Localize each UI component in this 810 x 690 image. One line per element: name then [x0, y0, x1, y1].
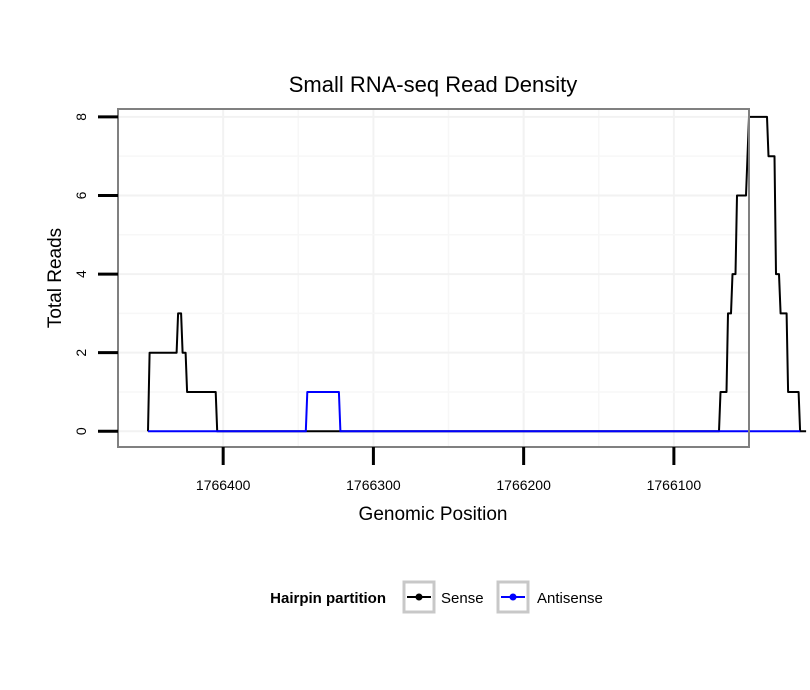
legend-dot-sense [415, 593, 423, 601]
y-tick-label: 6 [73, 191, 89, 199]
legend-label-antisense: Antisense [537, 590, 603, 607]
y-tick-label: 8 [73, 113, 89, 121]
x-axis: 1766400 1766300 1766200 1766100 [196, 447, 701, 493]
y-tick-label: 2 [73, 349, 89, 357]
y-axis-title: Total Reads [45, 228, 66, 328]
y-tick-label: 4 [73, 270, 89, 278]
legend-title: Hairpin partition [270, 590, 386, 607]
plot-area [117, 108, 807, 448]
chart-title: Small RNA-seq Read Density [289, 72, 578, 97]
y-tick-label: 0 [73, 427, 89, 435]
y-axis: 0 2 4 6 8 [73, 113, 118, 435]
x-tick-label: 1766400 [196, 477, 251, 493]
x-tick-label: 1766100 [647, 477, 702, 493]
series-line-antisense [148, 391, 801, 433]
x-tick-label: 1766200 [496, 477, 551, 493]
plot-border [117, 108, 750, 448]
x-tick-label: 1766300 [346, 477, 401, 493]
legend-dot-antisense [509, 593, 517, 601]
series-line-sense [147, 115, 807, 433]
series-layer [147, 115, 807, 433]
grid-lines [118, 109, 749, 447]
legend: Hairpin partition Sense Antisense [270, 580, 603, 614]
legend-label-sense: Sense [441, 590, 484, 607]
legend-item-antisense: Antisense [496, 580, 603, 614]
legend-item-sense: Sense [402, 580, 484, 614]
legend-key-antisense [496, 580, 530, 614]
plot-panel [118, 109, 749, 447]
x-axis-title: Genomic Position [359, 504, 508, 525]
